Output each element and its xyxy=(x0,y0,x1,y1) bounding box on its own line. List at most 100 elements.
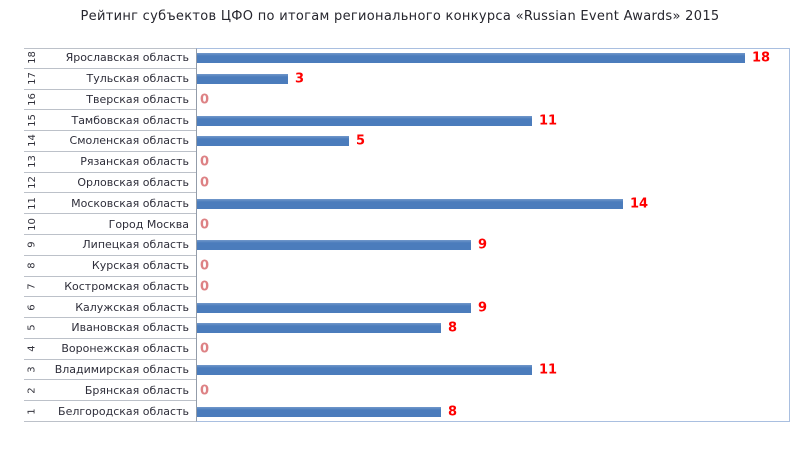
region-label: Тульская область xyxy=(86,72,189,86)
rank-label: 3 xyxy=(24,364,40,375)
rank-text: 5 xyxy=(26,324,38,332)
bar-track: 9 xyxy=(196,235,790,256)
rank-text: 8 xyxy=(26,262,38,269)
rank-label: 1 xyxy=(24,406,40,417)
region-label: Воронежская область xyxy=(61,342,189,356)
rank-label: 15 xyxy=(24,113,40,127)
value-label: 0 xyxy=(200,383,210,399)
value-label: 0 xyxy=(200,175,210,191)
rank-label: 16 xyxy=(24,93,40,106)
rank-label: 14 xyxy=(24,134,40,148)
rank-label: 11 xyxy=(24,196,40,210)
rank-text: 9 xyxy=(26,241,38,249)
table-row: 1 Белгородская область 8 xyxy=(24,401,790,422)
bar xyxy=(197,365,532,376)
category-cell: 2 Брянская область xyxy=(24,380,196,402)
value-label: 0 xyxy=(200,217,210,233)
category-cell: 17 Тульская область xyxy=(24,69,196,90)
bar xyxy=(197,406,441,417)
table-row: 17 Тульская область 3 xyxy=(24,69,790,90)
table-row: 18 Ярославская область 18 xyxy=(24,48,790,69)
bar-track: 0 xyxy=(196,339,790,360)
bar xyxy=(197,74,288,85)
bar xyxy=(197,198,623,209)
category-cell: 14 Смоленская область xyxy=(24,131,196,152)
region-label: Владимирская область xyxy=(54,363,189,377)
rank-text: 13 xyxy=(26,155,38,169)
rank-text: 15 xyxy=(26,113,38,127)
bar-track: 3 xyxy=(196,69,790,90)
rank-label: 6 xyxy=(24,302,40,313)
bar-track: 0 xyxy=(196,173,790,194)
bar xyxy=(197,323,441,334)
table-row: 2 Брянская область 0 xyxy=(24,380,790,402)
category-cell: 3 Владимирская область xyxy=(24,360,196,381)
bar-track: 0 xyxy=(196,256,790,277)
region-label: Липецкая область xyxy=(82,238,189,252)
table-row: 14 Смоленская область 5 xyxy=(24,131,790,152)
value-label: 9 xyxy=(478,237,488,253)
chart-rows: 18 Ярославская область 18 17 Тульская област… xyxy=(24,48,790,422)
region-label: Смоленская область xyxy=(69,134,189,148)
chart-title: Рейтинг субъектов ЦФО по итогам регионал… xyxy=(80,9,720,24)
region-label: Тамбовская область xyxy=(71,113,189,127)
table-row: 6 Калужская область 9 xyxy=(24,297,790,319)
table-row: 10 Город Москва 0 xyxy=(24,214,790,235)
bar-track: 11 xyxy=(196,360,790,381)
bar-track: 8 xyxy=(196,401,790,422)
bar xyxy=(197,115,532,126)
rank-label: 7 xyxy=(24,281,40,292)
table-row: 16 Тверская область 0 xyxy=(24,90,790,111)
rank-text: 14 xyxy=(26,134,38,148)
category-cell: 15 Тамбовская область xyxy=(24,110,196,132)
table-row: 13 Рязанская область 0 xyxy=(24,152,790,173)
table-row: 11 Московская область 14 xyxy=(24,193,790,215)
rank-text: 4 xyxy=(26,345,38,352)
rank-text: 12 xyxy=(26,176,38,189)
rank-label: 8 xyxy=(24,260,40,271)
bar-track: 9 xyxy=(196,297,790,318)
rank-label: 12 xyxy=(24,176,40,189)
region-label: Калужская область xyxy=(75,300,189,314)
bar-track: 0 xyxy=(196,380,790,401)
rank-label: 13 xyxy=(24,155,40,169)
region-label: Белгородская область xyxy=(58,404,189,418)
category-cell: 9 Липецкая область xyxy=(24,235,196,256)
rank-text: 1 xyxy=(26,407,38,415)
region-label: Ивановская область xyxy=(71,321,189,335)
rank-label: 5 xyxy=(24,322,40,333)
value-label: 18 xyxy=(752,50,771,66)
category-cell: 18 Ярославская область xyxy=(24,48,196,69)
bar-track: 0 xyxy=(196,90,790,111)
table-row: 8 Курская область 0 xyxy=(24,256,790,277)
rank-text: 7 xyxy=(26,283,38,290)
table-row: 15 Тамбовская область 11 xyxy=(24,110,790,132)
rank-text: 6 xyxy=(26,304,38,311)
category-axis-top-line xyxy=(24,48,196,49)
table-row: 4 Воронежская область 0 xyxy=(24,339,790,360)
rank-label: 2 xyxy=(24,385,40,396)
value-label: 5 xyxy=(356,133,366,149)
table-row: 7 Костромская область 0 xyxy=(24,277,790,298)
table-row: 5 Ивановская область 8 xyxy=(24,318,790,339)
value-label: 11 xyxy=(539,113,558,129)
value-label: 0 xyxy=(200,92,210,108)
plot-area-border xyxy=(196,48,790,422)
category-cell: 4 Воронежская область xyxy=(24,339,196,360)
bar xyxy=(197,136,349,147)
category-cell: 12 Орловская область xyxy=(24,173,196,194)
rank-label: 10 xyxy=(24,218,40,231)
rank-text: 11 xyxy=(26,196,38,210)
rank-text: 16 xyxy=(26,93,38,106)
category-cell: 1 Белгородская область xyxy=(24,401,196,422)
region-label: Тверская область xyxy=(86,92,189,106)
rank-text: 17 xyxy=(26,72,38,86)
region-label: Орловская область xyxy=(77,176,189,190)
value-label: 0 xyxy=(200,258,210,274)
category-cell: 6 Калужская область xyxy=(24,297,196,319)
value-label: 14 xyxy=(630,196,649,212)
value-label: 0 xyxy=(200,154,210,170)
bar-track: 0 xyxy=(196,214,790,235)
bar-track: 0 xyxy=(196,152,790,173)
